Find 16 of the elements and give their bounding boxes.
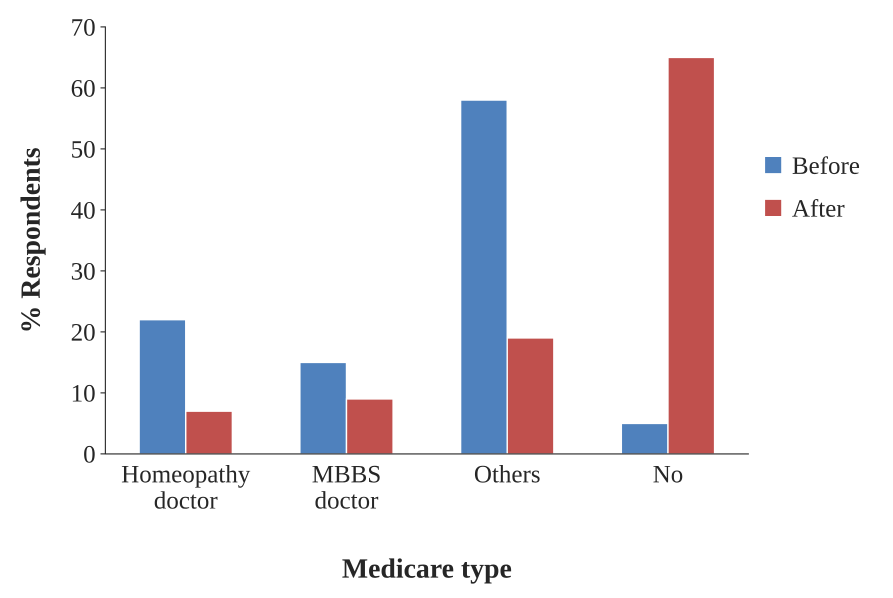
x-tick-label: No — [653, 466, 682, 483]
legend-label: After — [792, 199, 844, 217]
y-tick-label: 10 — [72, 384, 95, 402]
y-tick-label: 70 — [72, 18, 95, 36]
y-tick-label: 60 — [72, 80, 95, 97]
y-tick-label: 40 — [71, 202, 95, 219]
y-tick-label: 0 — [84, 446, 95, 463]
y-tick-label: 50 — [72, 140, 95, 158]
y-tick-label: 20 — [72, 324, 95, 341]
y-tick-label: 30 — [72, 262, 95, 280]
x-tick-label: Homeopathy doctor — [122, 464, 250, 509]
x-tick-label: MBBS doctor — [312, 466, 380, 509]
x-axis-title: Medicare type — [342, 558, 512, 584]
x-tick-label: Others — [474, 464, 540, 483]
legend-label: Before — [792, 156, 860, 174]
y-axis-title: % Respondents — [20, 148, 46, 331]
